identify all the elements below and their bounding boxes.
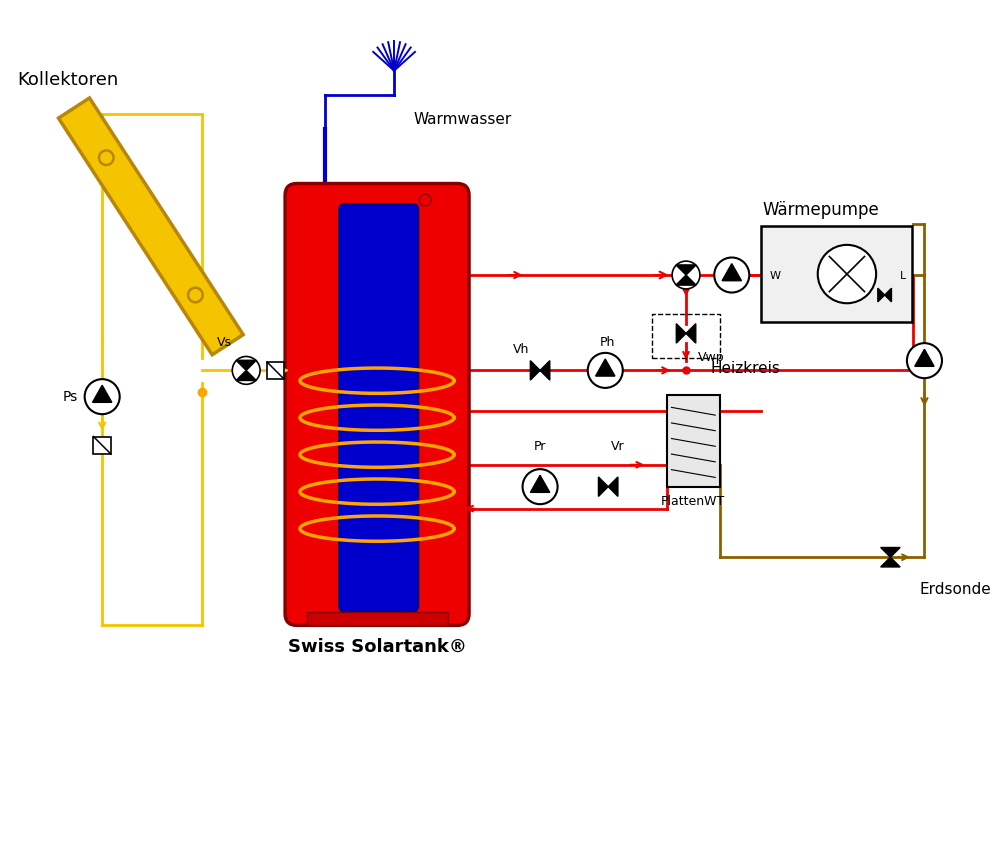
Polygon shape xyxy=(236,360,256,370)
Text: Ph: Ph xyxy=(600,336,615,349)
Polygon shape xyxy=(915,349,934,367)
Polygon shape xyxy=(530,361,540,380)
Circle shape xyxy=(85,379,120,414)
Polygon shape xyxy=(598,477,608,496)
Circle shape xyxy=(672,261,700,289)
Text: Vwp: Vwp xyxy=(698,351,724,364)
Bar xyxy=(667,394,720,487)
Polygon shape xyxy=(608,477,618,496)
Text: Heizkreis: Heizkreis xyxy=(710,361,780,376)
Polygon shape xyxy=(878,288,885,302)
Polygon shape xyxy=(881,558,900,567)
Text: Vs: Vs xyxy=(217,336,232,349)
Polygon shape xyxy=(722,263,741,281)
Polygon shape xyxy=(540,361,550,380)
FancyBboxPatch shape xyxy=(285,183,469,626)
Text: Pr: Pr xyxy=(534,440,546,453)
Text: PlattenWT: PlattenWT xyxy=(661,495,725,508)
Text: Vh: Vh xyxy=(512,343,529,356)
Circle shape xyxy=(523,469,558,505)
Polygon shape xyxy=(676,275,696,285)
Bar xyxy=(652,314,720,357)
Text: Swiss Solartank®: Swiss Solartank® xyxy=(288,638,467,656)
Circle shape xyxy=(232,357,260,384)
Polygon shape xyxy=(885,288,891,302)
Polygon shape xyxy=(58,98,243,355)
Polygon shape xyxy=(596,359,615,376)
Text: Wärmepumpe: Wärmepumpe xyxy=(763,201,880,219)
Text: W: W xyxy=(770,271,781,281)
Bar xyxy=(93,436,111,454)
Text: Erdsonde: Erdsonde xyxy=(920,581,991,596)
Text: Warmwasser: Warmwasser xyxy=(414,112,512,127)
Text: L: L xyxy=(900,271,906,281)
Polygon shape xyxy=(236,370,256,380)
Text: Vr: Vr xyxy=(611,440,625,453)
Circle shape xyxy=(419,194,431,206)
Text: Kollektoren: Kollektoren xyxy=(18,71,119,89)
Polygon shape xyxy=(881,547,900,558)
Text: Ps: Ps xyxy=(63,389,78,404)
Circle shape xyxy=(588,353,623,388)
Circle shape xyxy=(714,257,749,293)
Bar xyxy=(307,611,448,626)
Polygon shape xyxy=(676,265,696,275)
Polygon shape xyxy=(686,324,696,343)
Polygon shape xyxy=(676,324,686,343)
Circle shape xyxy=(818,245,876,304)
Polygon shape xyxy=(92,385,112,402)
Circle shape xyxy=(907,343,942,378)
Bar xyxy=(267,362,284,378)
Polygon shape xyxy=(530,475,550,492)
FancyBboxPatch shape xyxy=(339,204,418,611)
Bar xyxy=(761,226,912,322)
